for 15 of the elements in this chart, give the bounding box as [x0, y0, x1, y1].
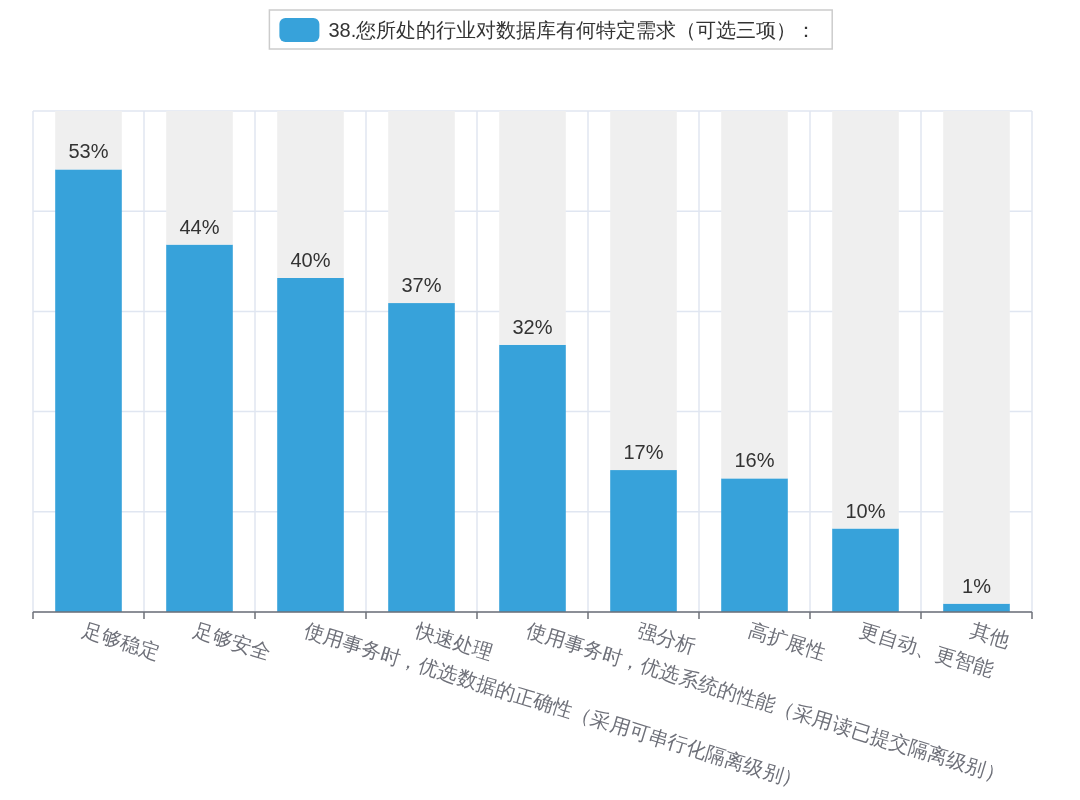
x-tick-label: 足够稳定: [79, 619, 163, 664]
data-label: 53%: [68, 140, 109, 163]
data-label: 37%: [401, 274, 442, 297]
legend-label: 38.您所处的行业对数据库有何特定需求（可选三项）：: [328, 19, 817, 41]
x-tick-label: 其他: [967, 619, 1013, 652]
data-label: 32%: [512, 315, 553, 338]
x-tick-label: 足够安全: [190, 619, 274, 664]
x-tick-label: 高扩展性: [745, 619, 829, 664]
data-label: 16%: [734, 449, 775, 472]
data-label: 17%: [623, 441, 664, 464]
data-label: 1%: [962, 574, 991, 597]
data-label: 44%: [179, 215, 220, 238]
x-tick-label: 强分析: [634, 619, 699, 658]
data-label: 10%: [845, 499, 886, 522]
data-label: 40%: [290, 249, 331, 271]
